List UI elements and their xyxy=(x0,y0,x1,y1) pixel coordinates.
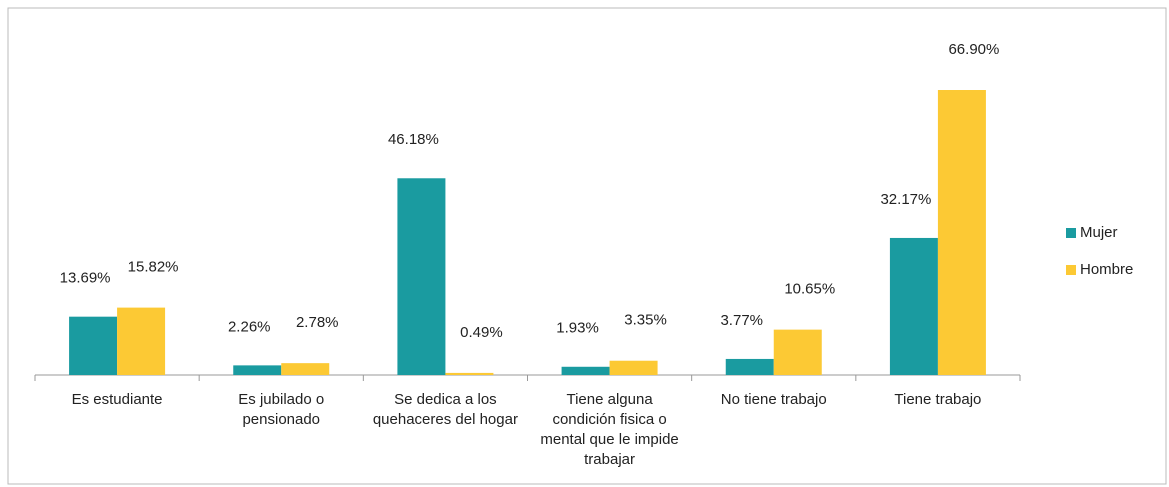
data-label: 3.35% xyxy=(624,312,667,329)
legend-swatch xyxy=(1066,265,1076,275)
bar xyxy=(561,366,610,375)
data-label: 46.18% xyxy=(388,131,439,148)
bar xyxy=(397,178,446,375)
bar xyxy=(281,363,330,375)
bar xyxy=(233,365,282,375)
data-label: 13.69% xyxy=(60,270,111,287)
bar xyxy=(69,316,118,375)
data-label: 0.49% xyxy=(460,324,503,341)
data-label: 66.90% xyxy=(948,41,999,58)
data-label: 3.77% xyxy=(720,312,763,329)
legend-swatch xyxy=(1066,228,1076,238)
bar xyxy=(117,307,166,375)
x-tick-label: Tiene trabajo xyxy=(894,391,982,408)
data-label: 15.82% xyxy=(128,259,179,276)
bar xyxy=(725,358,774,375)
legend-label: Hombre xyxy=(1080,261,1133,278)
x-tick-label: Se dedica a los quehaceres del hogar xyxy=(372,391,518,428)
x-tick-label: Es estudiante xyxy=(71,391,163,408)
x-tick-label: No tiene trabajo xyxy=(720,391,827,408)
data-label: 32.17% xyxy=(880,191,931,208)
bar xyxy=(445,372,494,375)
legend-label: Mujer xyxy=(1080,224,1118,241)
bar xyxy=(773,329,822,375)
x-tick-label: Es jubilado o pensionado xyxy=(238,391,325,428)
bar xyxy=(889,237,938,375)
data-label: 1.93% xyxy=(556,320,599,337)
x-tick-label: Tiene alguna condición fisica o mental q… xyxy=(540,391,679,468)
frame xyxy=(7,7,1167,485)
bar xyxy=(937,90,986,375)
bar xyxy=(609,360,658,375)
data-label: 10.65% xyxy=(784,281,835,298)
data-label: 2.26% xyxy=(228,318,271,335)
data-label: 2.78% xyxy=(296,314,339,331)
